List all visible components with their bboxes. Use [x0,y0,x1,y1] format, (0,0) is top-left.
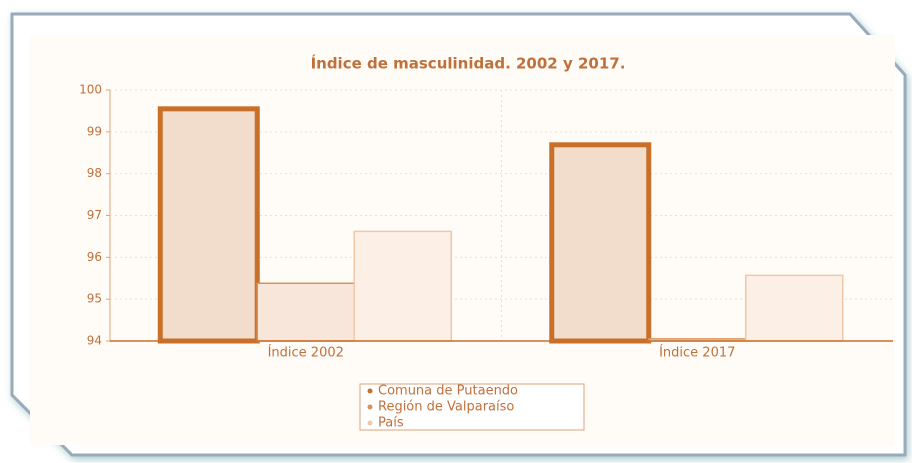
y-tick-label: 97 [87,208,102,222]
legend [359,383,585,431]
bar [745,274,844,342]
chart-title: Índice de masculinidad. 2002 y 2017. [311,54,626,73]
x-tick-label: Índice 2002 [268,345,344,361]
legend-swatch [367,388,373,394]
bar [353,230,452,342]
legend-label: Comuna de Putaendo [378,384,518,399]
y-tick-label: 98 [87,166,102,180]
legend-label: País [378,416,404,431]
legend-label: Región de Valparaíso [378,400,514,415]
y-tick-label: 99 [87,124,102,138]
y-tick-label: 100 [79,83,102,97]
legend-swatch [367,420,373,426]
legend-swatch [367,404,373,410]
y-tick-label: 96 [87,250,102,264]
bar [549,142,652,344]
y-tick-label: 95 [87,292,102,306]
bar [157,106,260,344]
x-tick-label: Índice 2017 [659,345,735,361]
y-tick-label: 94 [87,334,102,348]
bar [256,282,355,342]
